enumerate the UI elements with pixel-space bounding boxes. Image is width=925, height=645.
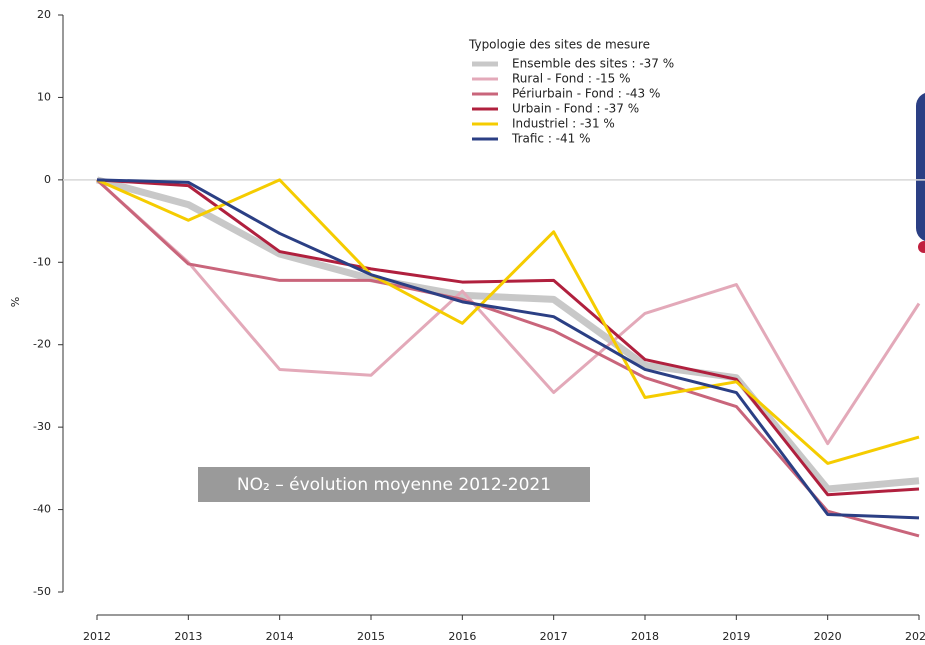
x-tick-label: 2018 xyxy=(631,630,659,643)
x-tick-label: 2019 xyxy=(722,630,750,643)
y-tick-label: -20 xyxy=(33,338,51,351)
legend-label: Industriel : -31 % xyxy=(512,117,615,131)
x-tick-label: 2016 xyxy=(448,630,476,643)
annotation: NO₂ – évolution moyenne 2012-2021 xyxy=(237,475,551,495)
x-tick-label: 2017 xyxy=(540,630,568,643)
y-tick-label: -50 xyxy=(33,585,51,598)
series-line xyxy=(95,178,921,446)
side-dot xyxy=(918,241,925,253)
x-tick-label: 2021 xyxy=(905,630,925,643)
series-line xyxy=(96,178,920,465)
x-tick-label: 2020 xyxy=(814,630,842,643)
x-tick-label: 2015 xyxy=(357,630,385,643)
side-panel xyxy=(916,92,925,242)
legend-title: Typologie des sites de mesure xyxy=(468,38,650,52)
legend-label: Ensemble des sites : -37 % xyxy=(512,57,674,71)
series-line xyxy=(95,178,920,538)
legend-label: Urbain - Fond : -37 % xyxy=(512,102,639,116)
series-line xyxy=(96,178,920,520)
y-tick-label: 10 xyxy=(37,90,51,103)
x-tick-label: 2013 xyxy=(174,630,202,643)
y-tick-label: -30 xyxy=(33,420,51,433)
annotation-box xyxy=(198,467,590,502)
legend-label: Périurbain - Fond : -43 % xyxy=(512,87,660,101)
legend-label: Rural - Fond : -15 % xyxy=(512,72,631,86)
y-axis-label: % xyxy=(9,297,22,307)
y-tick-label: -10 xyxy=(33,255,51,268)
y-tick-label: -40 xyxy=(33,503,51,516)
series-line xyxy=(96,176,920,493)
x-tick-label: 2012 xyxy=(83,630,111,643)
y-tick-label: 0 xyxy=(44,173,51,186)
y-tick-label: 20 xyxy=(37,8,51,21)
x-tick-label: 2014 xyxy=(266,630,294,643)
series-line xyxy=(96,178,920,497)
legend-label: Trafic : -41 % xyxy=(511,132,591,146)
